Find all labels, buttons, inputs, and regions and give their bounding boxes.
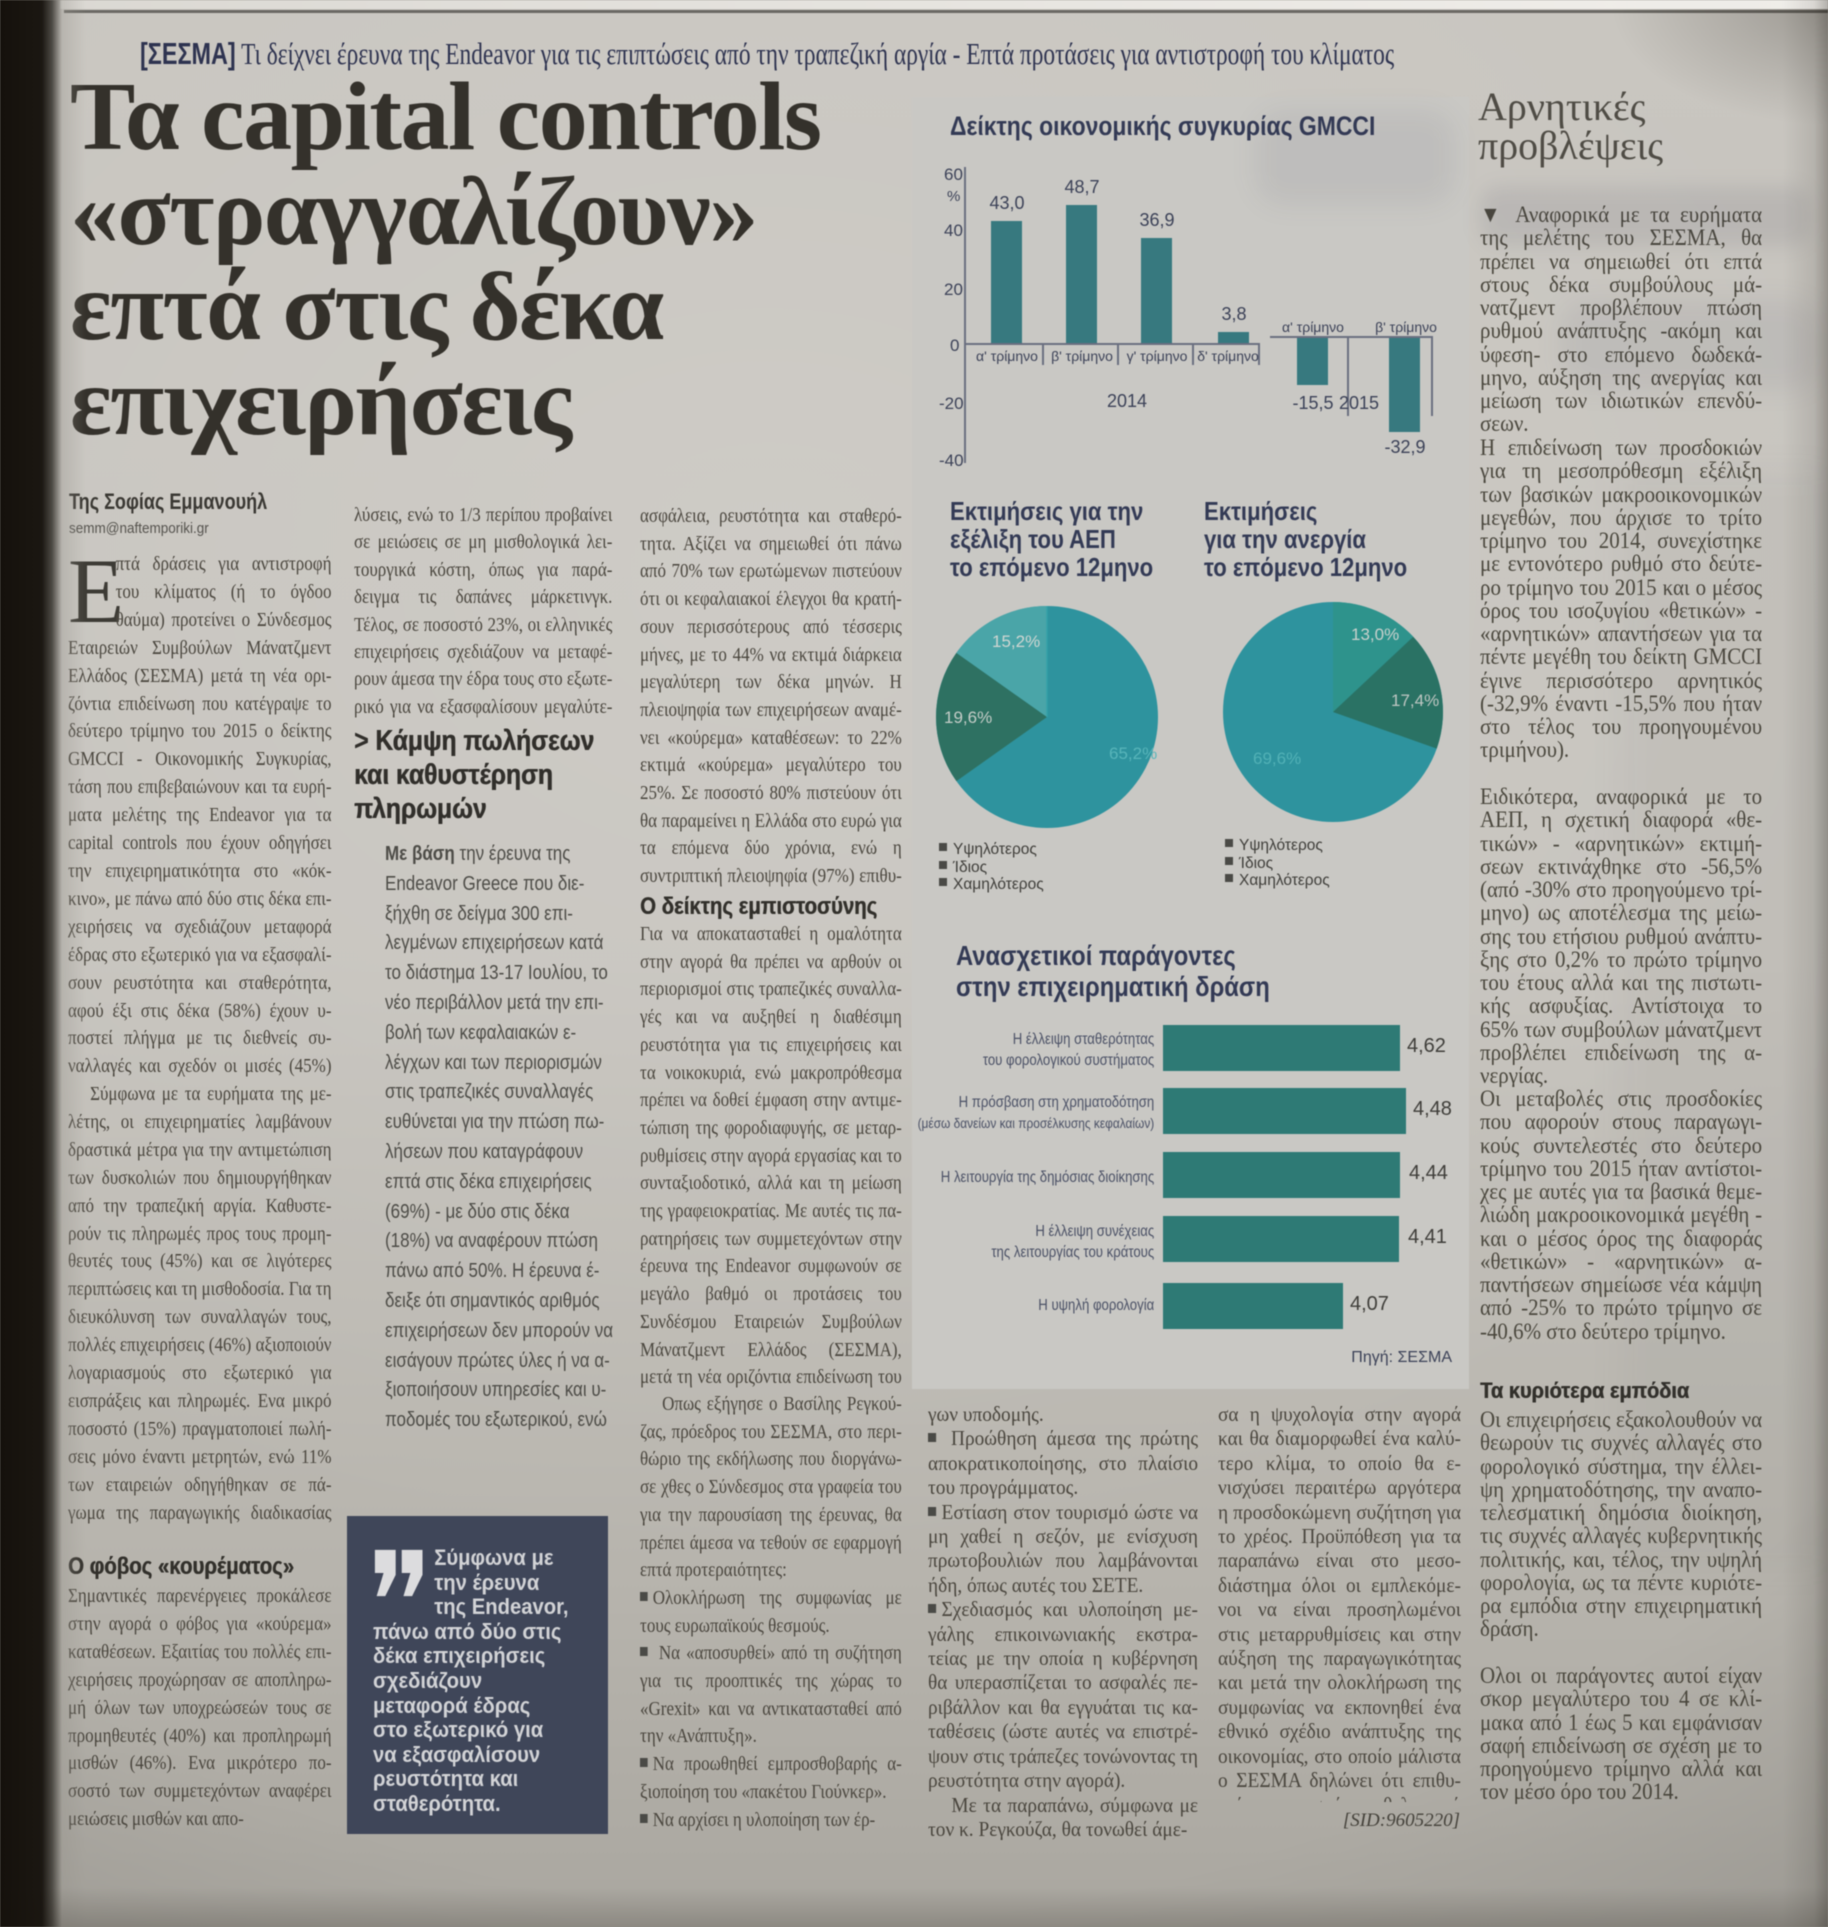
svg-text:13,0%: 13,0%: [1351, 625, 1399, 644]
svg-text:19,6%: 19,6%: [944, 708, 992, 727]
svg-text:69,6%: 69,6%: [1253, 749, 1301, 768]
svg-text:15,2%: 15,2%: [992, 632, 1040, 651]
svg-text:65,2%: 65,2%: [1109, 744, 1157, 763]
svg-text:17,4%: 17,4%: [1391, 691, 1439, 710]
